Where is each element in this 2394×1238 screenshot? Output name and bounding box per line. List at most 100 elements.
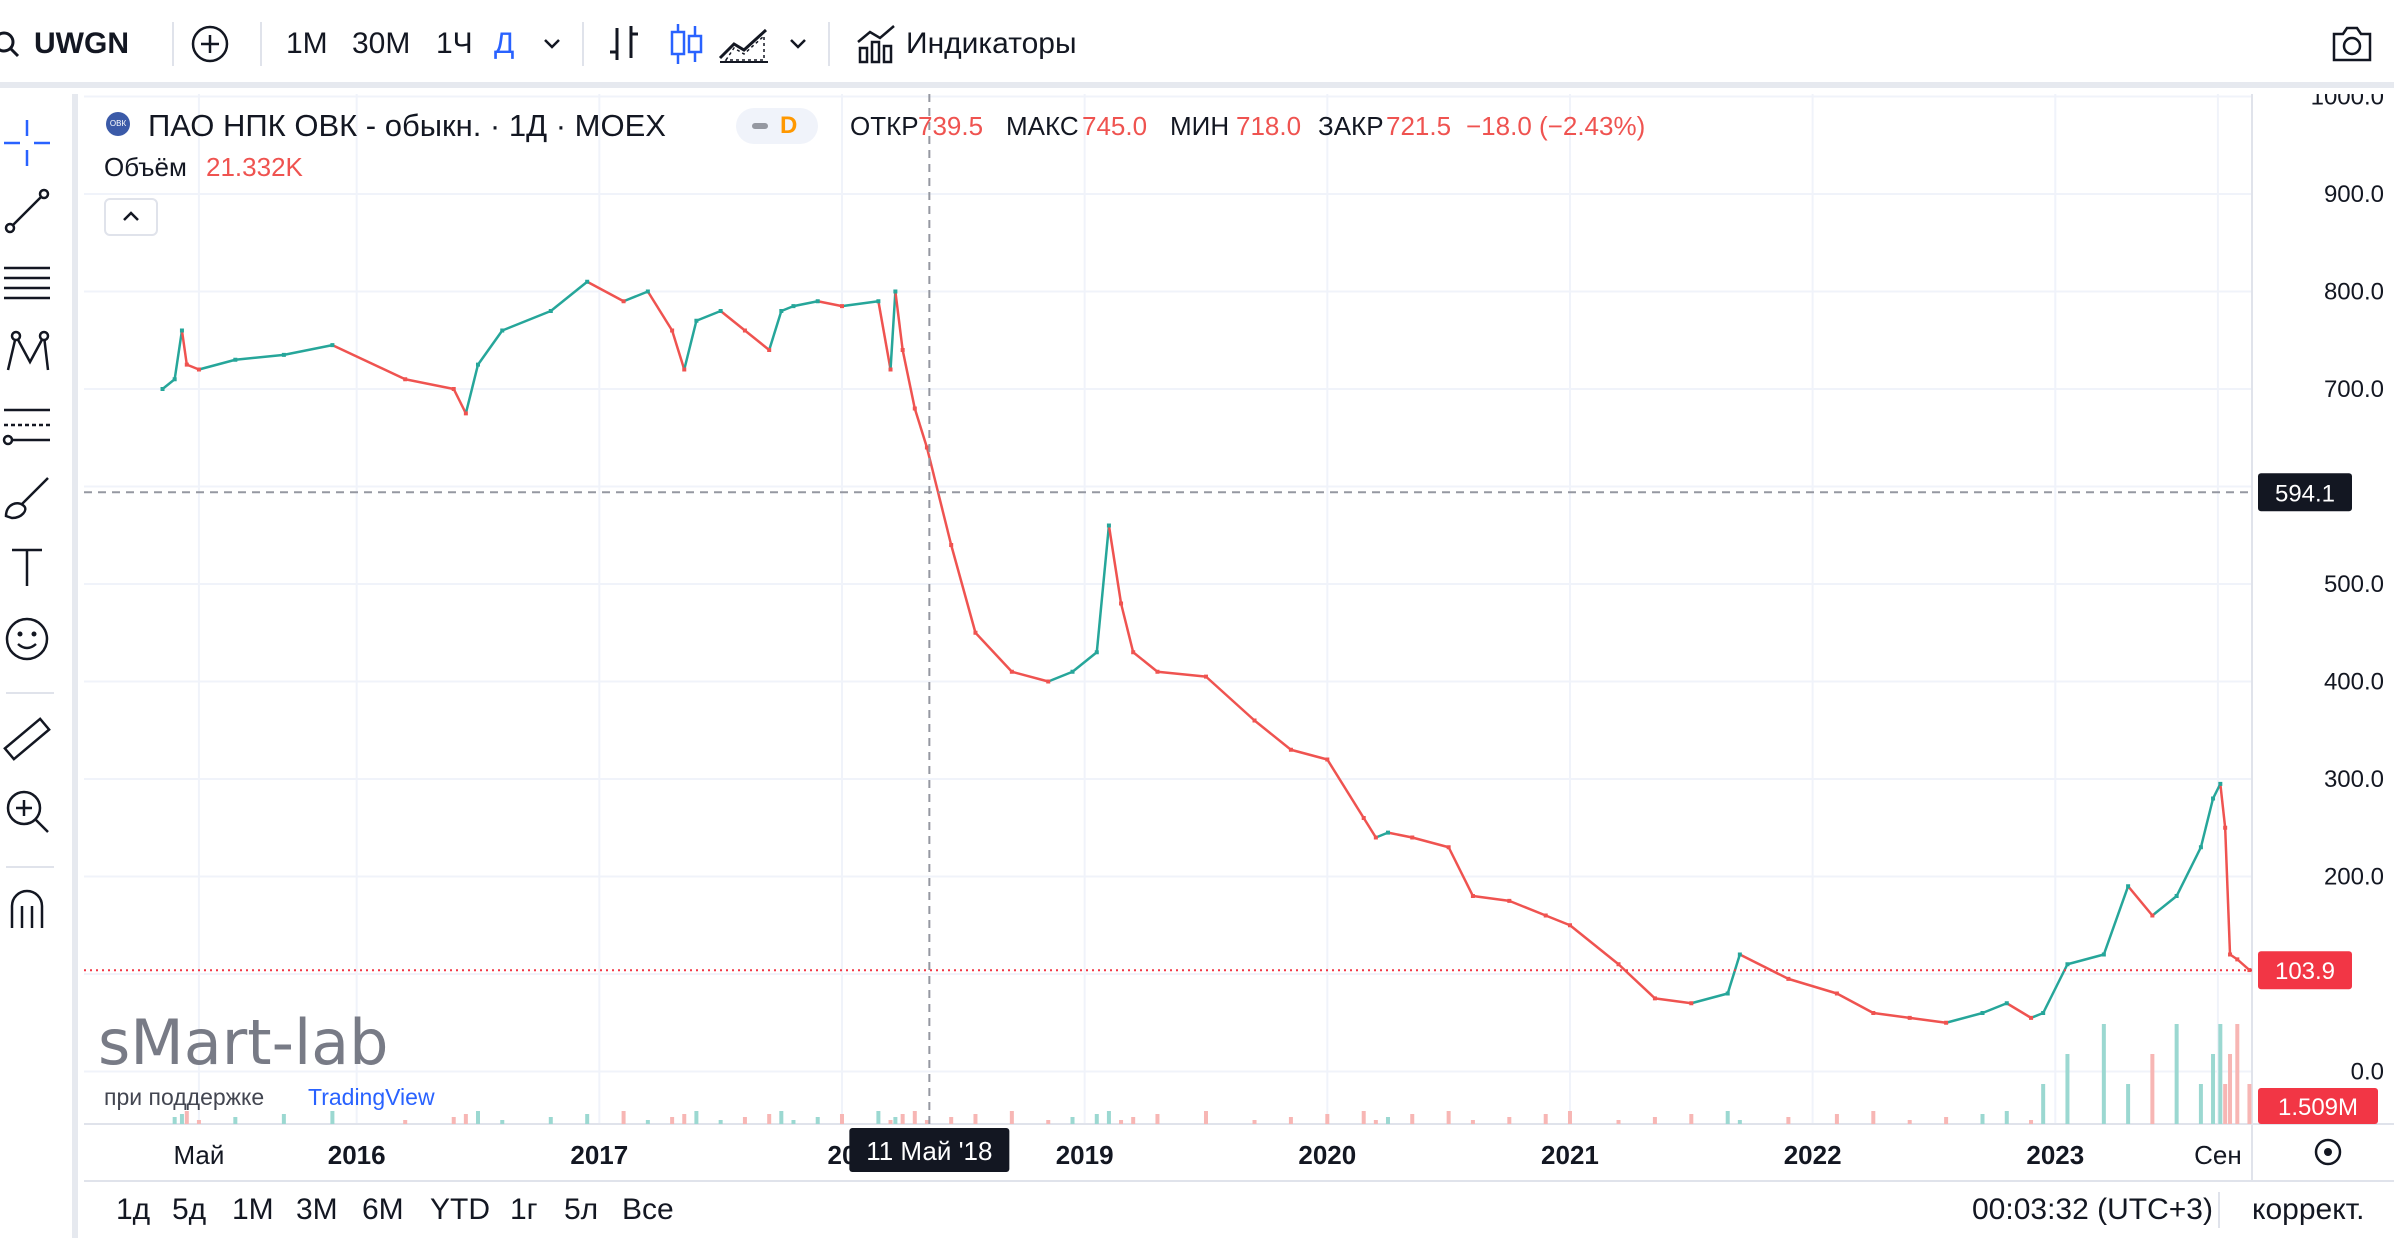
price-point: [1288, 747, 1293, 752]
indicators-icon[interactable]: [856, 24, 896, 64]
price-segment: [1739, 953, 1789, 980]
y-tick-label: 800.0: [2324, 279, 2384, 306]
volume-bar: [1470, 1120, 1475, 1124]
range-3m[interactable]: 3М: [296, 1193, 338, 1226]
fib-retracement-icon[interactable]: [0, 398, 54, 452]
volume-bar: [2041, 1084, 2046, 1124]
interval-1m[interactable]: 1М: [286, 27, 328, 60]
range-bar: 1д 5д 1М 3М 6М YTD 1г 5л Все 00:03:32 (U…: [84, 1180, 2394, 1238]
area-chart-icon[interactable]: [718, 24, 770, 64]
settings-icon[interactable]: [2314, 1138, 2342, 1166]
range-1d[interactable]: 1д: [116, 1193, 151, 1226]
price-point: [876, 299, 881, 304]
ruler-icon[interactable]: [0, 712, 54, 766]
price-segment: [1788, 977, 1838, 995]
price-segment: [1047, 670, 1073, 683]
volume-bar: [2029, 1120, 2034, 1124]
price-segment: [2006, 1002, 2032, 1019]
price-segment: [1654, 997, 1692, 1005]
volume-bar: [876, 1111, 881, 1124]
price-segment: [1472, 894, 1510, 903]
price-segment: [695, 309, 722, 322]
pattern-icon[interactable]: [0, 326, 54, 380]
chevron-up-icon: [123, 211, 139, 221]
volume-bar: [2174, 1024, 2179, 1124]
volume-bar: [1543, 1114, 1548, 1124]
interval-day[interactable]: Д: [494, 27, 515, 60]
brush-icon[interactable]: [0, 470, 54, 524]
price-point: [233, 357, 238, 362]
price-segment: [198, 358, 236, 371]
price-point: [621, 299, 626, 304]
chevron-down-icon[interactable]: [542, 36, 562, 52]
emoji-icon[interactable]: [0, 612, 54, 666]
volume-bar: [1094, 1114, 1099, 1124]
range-6m[interactable]: 6М: [362, 1193, 404, 1226]
symbol-search[interactable]: UWGN: [0, 0, 150, 88]
low-value: 718.0: [1236, 111, 1302, 141]
toolbar-divider: [582, 22, 584, 66]
collapse-legend-button[interactable]: [104, 198, 158, 236]
volume-bar: [1070, 1117, 1075, 1124]
range-ytd[interactable]: YTD: [430, 1193, 490, 1226]
text-icon[interactable]: [0, 540, 54, 594]
price-chart[interactable]: 1000.0 900.0 800.0 700.0 500.0 400.0 300.0 200.…: [84, 94, 2394, 1180]
price-point: [1203, 674, 1208, 679]
volume-bar: [949, 1117, 954, 1124]
price-segment: [1119, 603, 1135, 653]
trend-line-icon[interactable]: [0, 184, 54, 238]
volume-bar: [1689, 1114, 1694, 1124]
volume-bar: [1980, 1114, 1985, 1124]
price-segment: [744, 329, 770, 351]
price-segment: [501, 309, 552, 332]
price-point: [1543, 913, 1548, 918]
chevron-down-icon[interactable]: [788, 36, 808, 52]
adjust-toggle[interactable]: коррект.: [2252, 1193, 2365, 1226]
volume-bar: [1325, 1114, 1330, 1124]
price-point: [1325, 757, 1330, 762]
range-all[interactable]: Все: [622, 1193, 674, 1226]
price-point: [1689, 1001, 1694, 1006]
price-segment: [2030, 1011, 2044, 1020]
toolbar-divider: [828, 22, 830, 66]
bar-chart-icon[interactable]: [606, 24, 642, 64]
close-value: 721.5: [1386, 111, 1452, 141]
interval-1h[interactable]: 1Ч: [436, 27, 473, 60]
clock[interactable]: 00:03:32 (UTC+3): [1972, 1193, 2213, 1226]
chart-area[interactable]: 1000.0 900.0 800.0 700.0 500.0 400.0 300.0 200.…: [84, 94, 2394, 1180]
price-point: [670, 328, 675, 333]
range-1y[interactable]: 1г: [510, 1193, 538, 1226]
volume-bar: [500, 1120, 505, 1124]
price-segment: [464, 364, 480, 414]
price-segment: [186, 363, 200, 371]
indicators-button[interactable]: Индикаторы: [906, 27, 1077, 60]
price-segment: [586, 280, 625, 303]
crosshair-icon[interactable]: [0, 116, 54, 170]
horizontal-lines-icon[interactable]: [0, 256, 54, 310]
magnet-icon[interactable]: [0, 882, 54, 936]
price-point: [888, 367, 893, 372]
symbol-label: UWGN: [34, 27, 129, 60]
volume-bar: [172, 1117, 177, 1124]
tradingview-link[interactable]: TradingView: [308, 1084, 435, 1110]
toggle-bar-icon: [752, 123, 768, 129]
camera-icon[interactable]: [2330, 24, 2374, 64]
volume-bar: [973, 1114, 978, 1124]
price-point: [1470, 894, 1475, 898]
range-5d[interactable]: 5д: [172, 1193, 207, 1226]
range-1m[interactable]: 1М: [232, 1193, 274, 1226]
price-point: [1652, 996, 1657, 1001]
volume-bar: [403, 1120, 408, 1124]
range-5y[interactable]: 5л: [564, 1193, 599, 1226]
candles-icon[interactable]: [668, 22, 704, 66]
interval-30m[interactable]: 30М: [352, 27, 411, 60]
price-segment: [2223, 827, 2232, 955]
price-segment: [1095, 525, 1111, 653]
compare-plus-icon[interactable]: [190, 24, 230, 64]
price-point: [403, 377, 408, 382]
visibility-toggle[interactable]: D: [736, 108, 818, 144]
price-point: [1616, 962, 1621, 967]
watermark-support: при поддержке: [104, 1084, 265, 1110]
y-tick-label: 200.0: [2324, 864, 2384, 891]
zoom-in-icon[interactable]: [0, 784, 54, 838]
